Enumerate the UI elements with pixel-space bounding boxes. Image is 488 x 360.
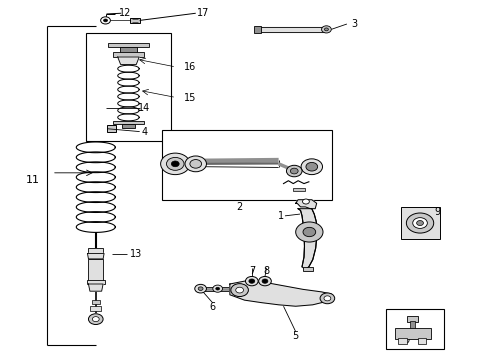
Text: 5: 5 (292, 331, 298, 341)
Circle shape (189, 159, 201, 168)
Bar (108, 42, 149, 47)
Bar (122, 124, 135, 128)
Bar (407, 316, 417, 321)
Text: 3: 3 (351, 19, 357, 29)
Circle shape (321, 26, 330, 33)
Circle shape (416, 221, 423, 226)
Text: 8: 8 (263, 266, 269, 276)
Polygon shape (87, 253, 104, 259)
Circle shape (324, 296, 330, 301)
Circle shape (262, 279, 267, 283)
Text: 17: 17 (197, 8, 209, 18)
Circle shape (198, 287, 203, 291)
Circle shape (88, 314, 103, 324)
Bar (86, 33, 171, 140)
Circle shape (212, 285, 222, 292)
Bar (409, 321, 414, 329)
Bar (397, 338, 406, 344)
Circle shape (305, 162, 317, 171)
Text: 2: 2 (236, 202, 242, 212)
Text: 11: 11 (25, 175, 40, 185)
Circle shape (92, 317, 99, 321)
Circle shape (406, 213, 433, 233)
Bar (394, 328, 430, 338)
Circle shape (215, 287, 219, 290)
Bar (90, 306, 101, 311)
Circle shape (302, 199, 309, 204)
Bar (107, 126, 116, 132)
Circle shape (258, 276, 271, 286)
Bar (254, 26, 260, 33)
Text: 7: 7 (248, 266, 254, 276)
Polygon shape (229, 281, 332, 306)
Circle shape (320, 293, 334, 304)
Circle shape (184, 156, 206, 172)
Polygon shape (298, 209, 317, 270)
Circle shape (324, 28, 328, 31)
Circle shape (171, 161, 179, 167)
Bar (293, 188, 305, 191)
Polygon shape (118, 57, 139, 64)
Circle shape (412, 218, 427, 228)
Text: 6: 6 (209, 302, 215, 312)
Bar (385, 309, 444, 348)
Bar (120, 47, 137, 53)
Bar (161, 130, 331, 200)
Circle shape (301, 159, 322, 175)
Bar (113, 121, 144, 125)
Polygon shape (295, 200, 316, 209)
Text: 14: 14 (138, 103, 150, 113)
Text: 13: 13 (130, 248, 142, 258)
Circle shape (286, 165, 302, 177)
Circle shape (290, 168, 298, 174)
Bar (130, 18, 140, 23)
Text: 12: 12 (119, 8, 131, 18)
Bar (88, 248, 103, 253)
Circle shape (248, 279, 254, 283)
Bar (113, 52, 144, 57)
Circle shape (160, 153, 189, 175)
Polygon shape (259, 27, 325, 32)
Circle shape (166, 157, 183, 170)
Bar (417, 338, 426, 344)
Bar (303, 267, 312, 271)
Bar (92, 300, 100, 304)
Text: 4: 4 (141, 127, 147, 136)
Circle shape (230, 284, 248, 297)
Circle shape (235, 287, 243, 293)
Text: 9: 9 (433, 207, 439, 217)
Circle shape (245, 276, 258, 286)
Text: 15: 15 (183, 93, 196, 103)
Circle shape (303, 227, 315, 237)
Bar (86, 280, 105, 284)
Bar (400, 207, 439, 239)
Text: 1: 1 (278, 211, 284, 221)
Circle shape (295, 222, 323, 242)
Circle shape (194, 284, 206, 293)
Text: 10: 10 (399, 334, 411, 345)
Circle shape (101, 17, 110, 24)
Text: 16: 16 (183, 62, 195, 72)
Polygon shape (88, 284, 103, 291)
Bar (88, 259, 103, 282)
Circle shape (103, 19, 107, 22)
